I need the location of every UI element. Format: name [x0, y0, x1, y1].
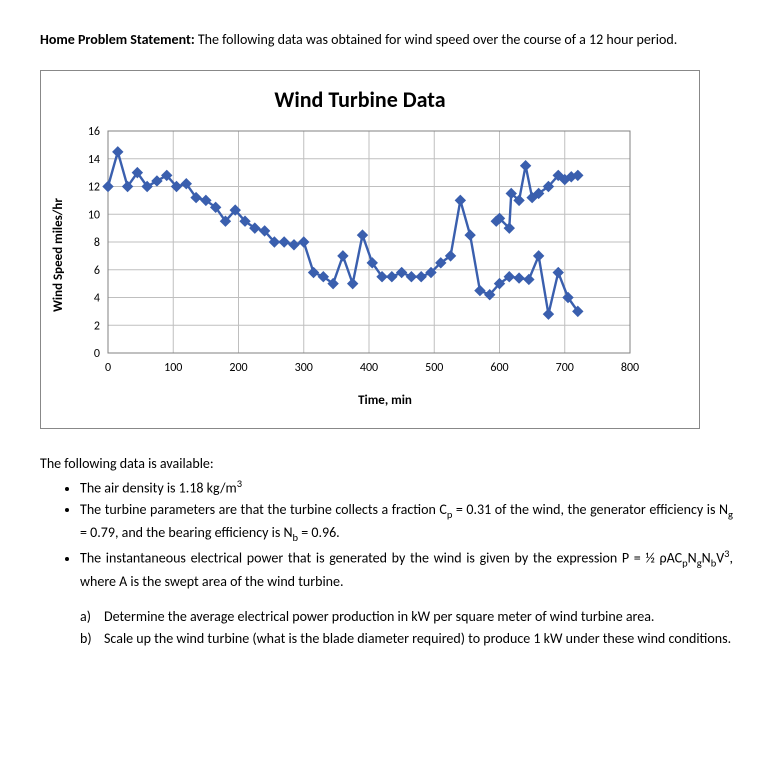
svg-text:16: 16: [88, 125, 100, 139]
body-section: The following data is available: The air…: [40, 454, 733, 649]
question-list: a) Determine the average electrical powe…: [40, 607, 733, 648]
svg-text:800: 800: [621, 361, 639, 375]
question-b: b) Scale up the wind turbine (what is th…: [80, 629, 733, 649]
svg-text:14: 14: [88, 152, 100, 166]
problem-statement: Home Problem Statement: The following da…: [40, 30, 733, 50]
question-a-text: Determine the average electrical power p…: [104, 607, 654, 627]
chart-title: Wind Turbine Data: [51, 86, 669, 113]
bullet-item: The air density is 1.18 kg/m3: [80, 477, 733, 498]
header-bold: Home Problem Statement:: [40, 31, 195, 48]
svg-text:2: 2: [94, 319, 100, 333]
header-text: The following data was obtained for wind…: [195, 31, 678, 48]
svg-text:200: 200: [229, 361, 247, 375]
question-b-label: b): [80, 629, 104, 649]
svg-text:700: 700: [556, 361, 574, 375]
body-lead: The following data is available:: [40, 454, 733, 474]
question-a-label: a): [80, 607, 104, 627]
bullet-item: The turbine parameters are that the turb…: [80, 500, 733, 545]
svg-text:400: 400: [360, 361, 378, 375]
svg-text:500: 500: [425, 361, 443, 375]
svg-text:12: 12: [88, 180, 100, 194]
bullet-item: The instantaneous electrical power that …: [80, 547, 733, 591]
svg-text:100: 100: [164, 361, 182, 375]
chart-plot: 0 100 200 300 400 500 600 700 800 0 2 4 6 8 10 12 14 16: [70, 123, 669, 387]
svg-text:8: 8: [94, 236, 100, 250]
chart-container: Wind Turbine Data Wind Speed miles/hr 0 1…: [40, 70, 700, 429]
svg-text:0: 0: [94, 347, 100, 361]
svg-text:6: 6: [94, 263, 100, 277]
chart-ylabel: Wind Speed miles/hr: [51, 198, 66, 312]
svg-text:4: 4: [94, 291, 100, 305]
svg-text:0: 0: [105, 361, 111, 375]
question-b-text: Scale up the wind turbine (what is the b…: [104, 629, 731, 649]
svg-text:10: 10: [88, 208, 100, 222]
chart-xlabel: Time, min: [101, 393, 669, 408]
question-a: a) Determine the average electrical powe…: [80, 607, 733, 627]
bullet-list: The air density is 1.18 kg/m3 The turbin…: [40, 477, 733, 591]
svg-text:600: 600: [490, 361, 508, 375]
svg-text:300: 300: [295, 361, 313, 375]
